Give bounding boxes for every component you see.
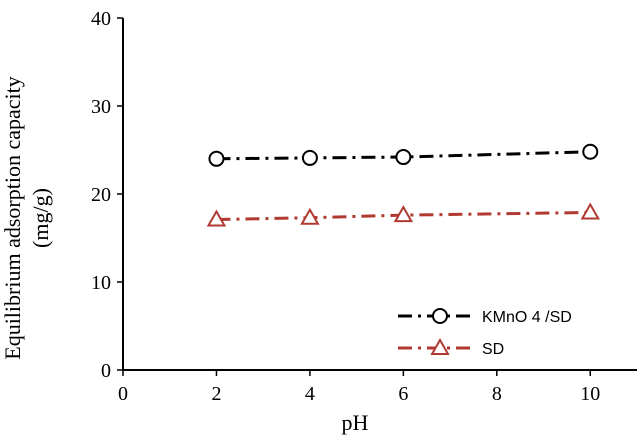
data-point [300,207,320,225]
y-axis-ticks: 0 10 20 30 40 [91,8,123,382]
y-axis-unit: (mg/g) [28,188,53,248]
series-1 [208,143,599,167]
y-tick-label: 0 [101,360,111,382]
series-layer [206,143,600,227]
data-point [395,149,412,166]
data-point [582,143,599,160]
y-tick-label: 10 [91,272,111,294]
x-axis-title: pH [342,410,369,435]
x-tick-label: 0 [118,383,128,405]
y-tick-label: 30 [91,96,111,118]
legend-label: KMnO 4 /SD [482,309,572,326]
y-tick-label: 40 [91,8,111,30]
data-point [580,202,600,220]
legend-label: SD [482,341,504,358]
x-tick-label: 10 [580,383,600,405]
x-axis-ticks: 0 2 4 6 8 10 [118,370,600,405]
data-point [208,150,225,167]
data-point [301,149,318,166]
y-tick-label: 20 [91,184,111,206]
data-point [393,205,414,223]
legend-marker [430,337,450,355]
x-tick-label: 6 [398,383,408,405]
x-tick-label: 2 [211,383,221,405]
y-axis-title: Equilibrium adsorption capacity [0,76,25,360]
series-2 [206,202,600,227]
legend: KMnO 4 /SD SD [398,308,572,358]
legend-marker [432,308,448,324]
data-point [206,209,227,227]
x-tick-label: 8 [492,383,502,405]
x-tick-label: 4 [305,383,315,405]
